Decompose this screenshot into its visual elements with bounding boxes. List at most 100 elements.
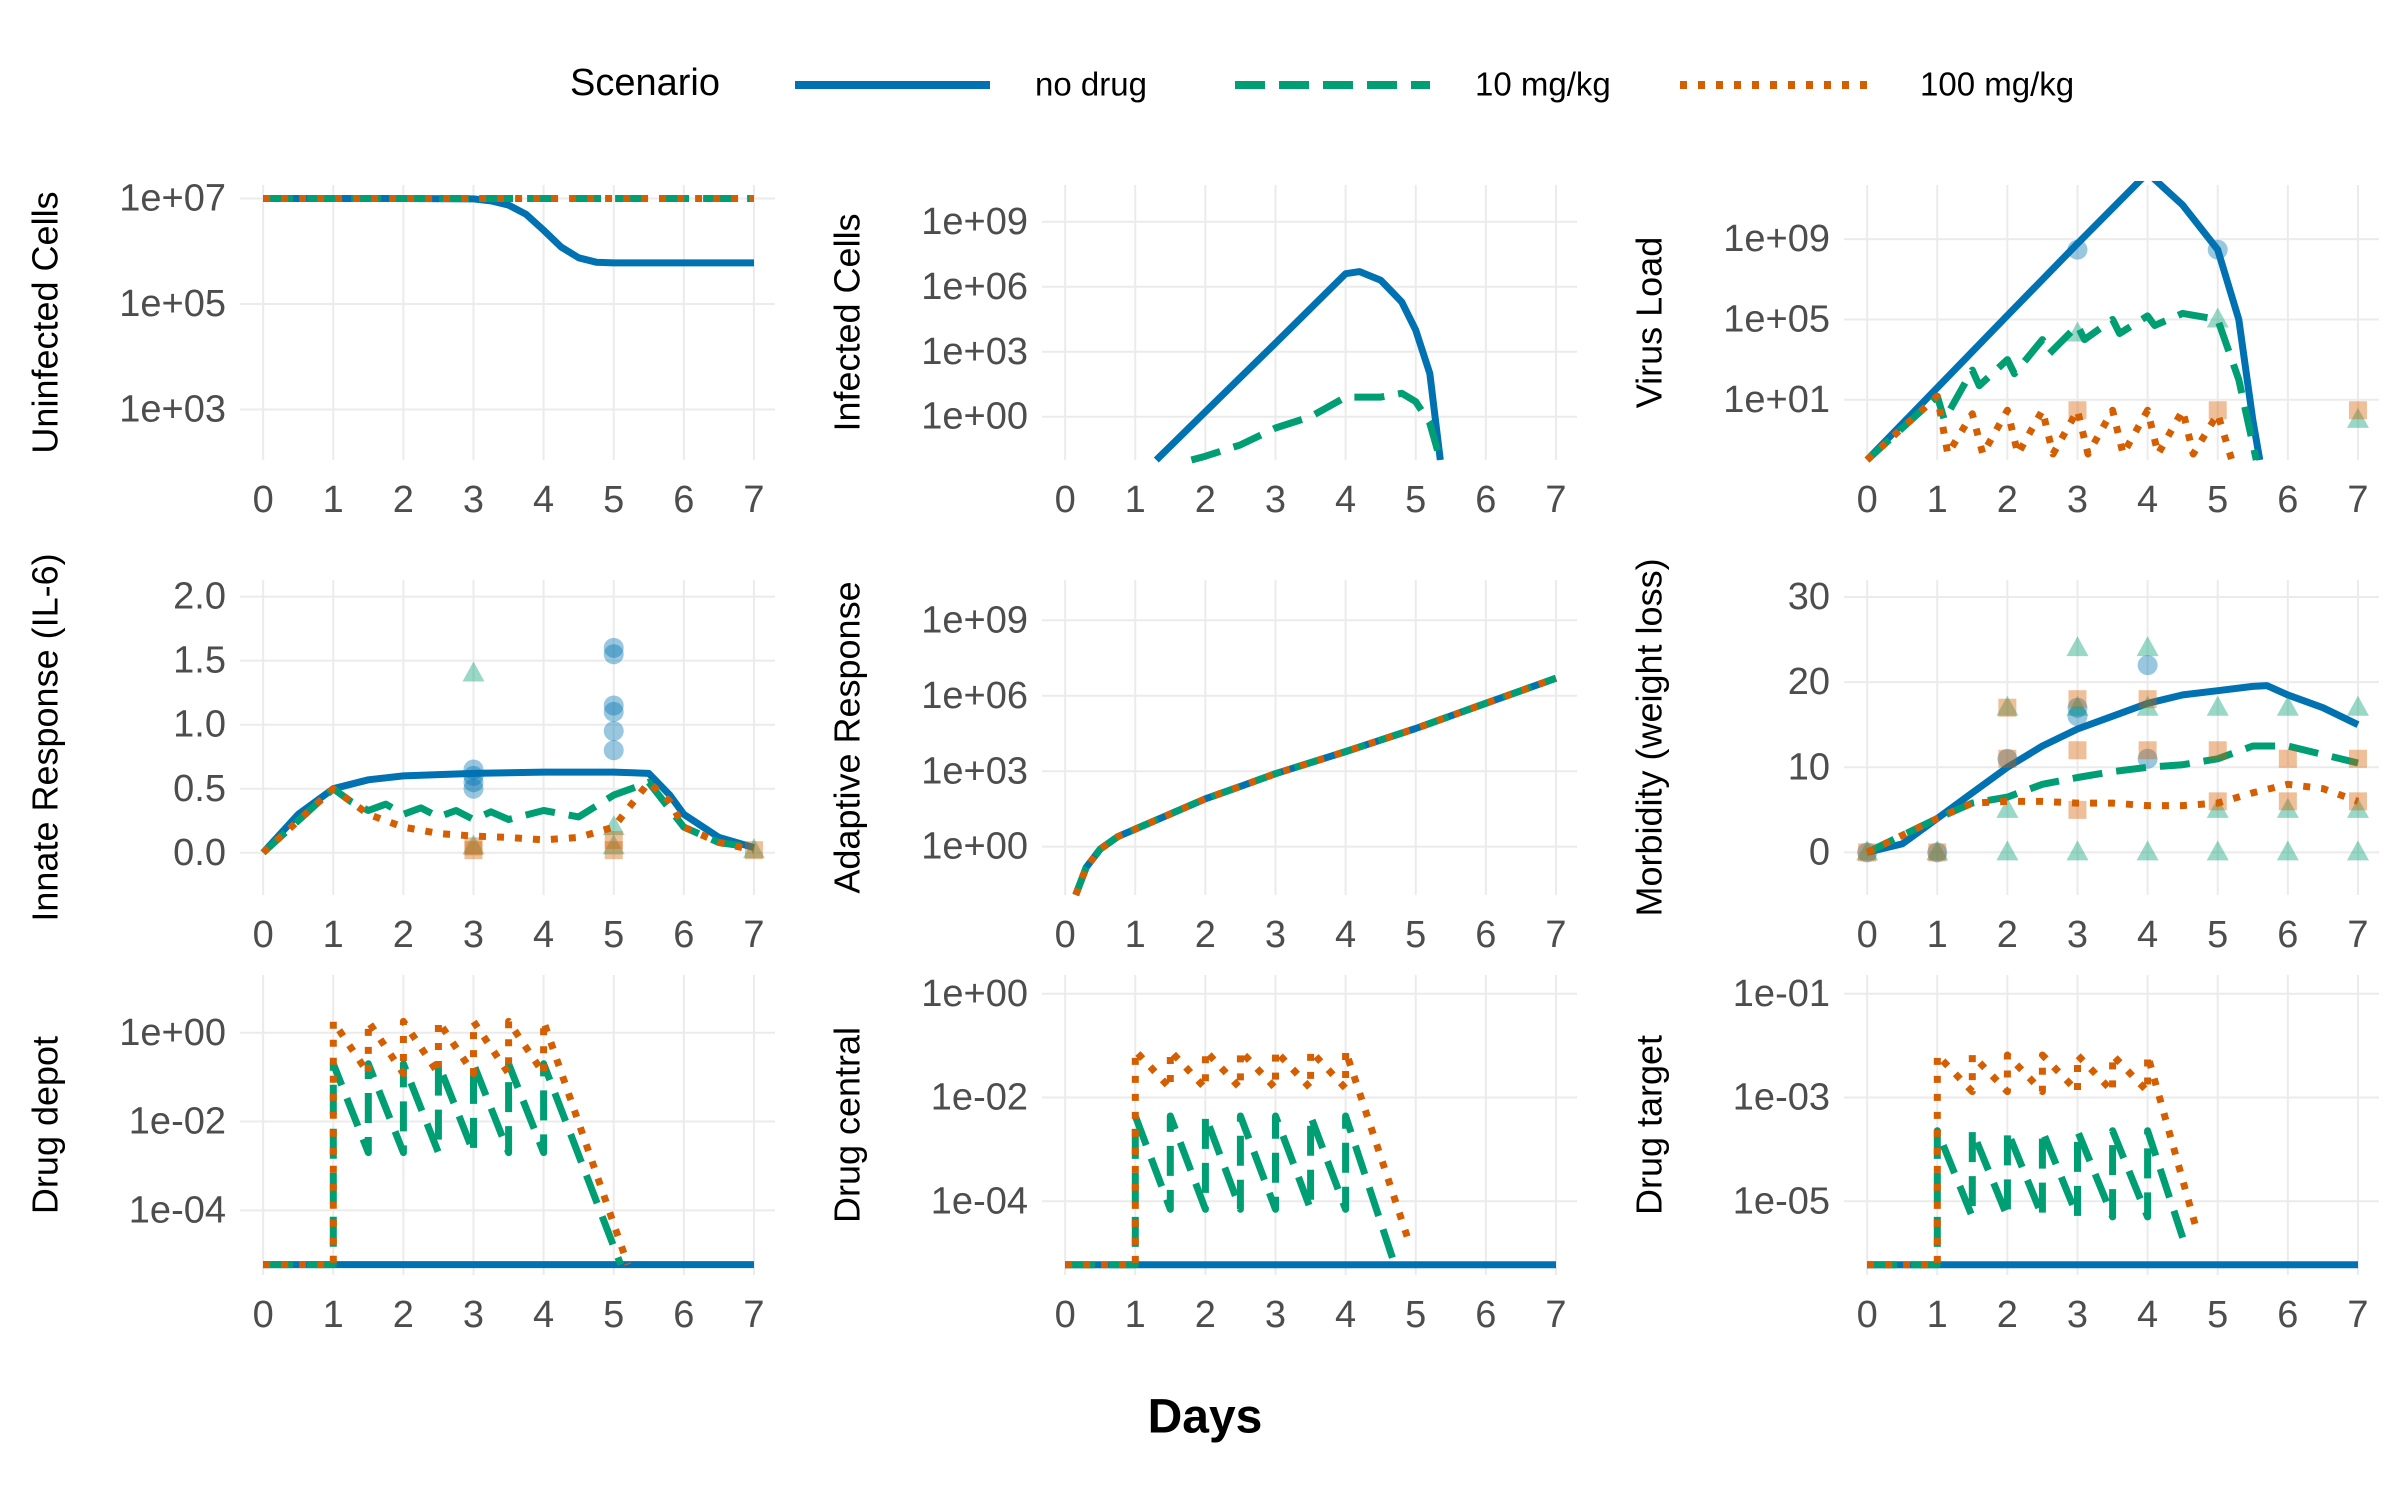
plot-area	[1867, 1051, 2358, 1269]
data-point	[464, 837, 483, 856]
series-line	[1072, 674, 1558, 897]
series-line	[263, 1060, 624, 1269]
y-tick-label: 2.0	[173, 576, 226, 618]
data-point	[2066, 321, 2089, 342]
x-tick-label: 3	[2067, 914, 2088, 956]
plot-area	[1153, 268, 1444, 464]
data-point	[1996, 840, 2019, 861]
data-point	[463, 778, 484, 799]
x-tick-label: 3	[463, 914, 484, 956]
data-point	[1997, 748, 2018, 769]
data-point	[2207, 239, 2228, 260]
series-line	[263, 1017, 632, 1269]
data-point	[2068, 401, 2087, 420]
plot-area	[1864, 181, 2369, 463]
x-tick-label: 6	[673, 1294, 694, 1336]
data-point	[1926, 840, 1949, 861]
y-tick-label: 1.5	[173, 640, 226, 682]
x-tick-label: 2	[1997, 914, 2018, 956]
x-tick-label: 5	[2207, 1294, 2228, 1336]
plot-area	[263, 195, 754, 267]
x-tick-label: 5	[2207, 479, 2228, 521]
x-tick-label: 6	[2277, 479, 2298, 521]
x-tick-label: 6	[673, 479, 694, 521]
x-tick-label: 3	[463, 479, 484, 521]
series-line	[1865, 742, 2359, 856]
x-tick-label: 0	[1055, 479, 1076, 521]
x-tick-label: 4	[1335, 914, 1356, 956]
y-tick-label: 1e+01	[1723, 379, 1830, 421]
series-line	[1190, 389, 1444, 464]
y-axis-title: Morbidity (weight loss)	[1629, 558, 1670, 916]
data-point	[603, 701, 624, 722]
x-tick-label: 1	[323, 914, 344, 956]
x-tick-label: 6	[2277, 1294, 2298, 1336]
series-line	[1864, 309, 2260, 463]
y-tick-label: 1e-03	[1733, 1077, 1830, 1119]
data-point	[2208, 401, 2227, 420]
data-point	[2346, 840, 2369, 861]
series-line	[1865, 780, 2360, 856]
x-tick-label: 2	[393, 1294, 414, 1336]
x-tick-label: 6	[1475, 479, 1496, 521]
data-point	[2067, 697, 2088, 718]
x-tick-label: 7	[1545, 914, 1566, 956]
data-point	[2137, 655, 2158, 676]
x-tick-label: 4	[533, 914, 554, 956]
series-line	[1864, 181, 2264, 463]
series-line	[1072, 674, 1558, 897]
data-point	[462, 661, 485, 682]
x-tick-label: 4	[1335, 479, 1356, 521]
plot-area	[1072, 674, 1558, 897]
data-point	[604, 841, 623, 860]
y-tick-label: 1e+09	[1723, 218, 1830, 260]
y-tick-label: 0.5	[173, 768, 226, 810]
data-point	[2206, 840, 2229, 861]
data-point	[464, 841, 483, 860]
x-tick-label: 7	[2347, 914, 2368, 956]
data-point	[603, 740, 624, 761]
plot-area	[260, 637, 765, 860]
x-tick-label: 0	[1055, 1294, 1076, 1336]
data-point	[2138, 741, 2157, 760]
x-tick-label: 1	[1927, 914, 1948, 956]
x-tick-label: 0	[253, 914, 274, 956]
data-point	[2068, 741, 2087, 760]
y-tick-label: 1e+00	[921, 396, 1028, 438]
y-tick-label: 1e+00	[921, 826, 1028, 868]
data-point	[2346, 407, 2369, 428]
data-point	[603, 644, 624, 665]
data-point	[2348, 792, 2367, 811]
x-tick-label: 1	[1125, 914, 1146, 956]
x-tick-label: 7	[1545, 1294, 1566, 1336]
x-tick-label: 0	[1857, 914, 1878, 956]
y-tick-label: 1e+06	[921, 266, 1028, 308]
y-axis-title: Uninfected Cells	[25, 191, 66, 453]
x-tick-label: 1	[323, 1294, 344, 1336]
x-tick-label: 1	[323, 479, 344, 521]
y-tick-label: 1e+05	[119, 283, 226, 325]
x-tick-label: 1	[1927, 1294, 1948, 1336]
x-tick-label: 3	[1265, 914, 1286, 956]
x-axis-title: Days	[1148, 1391, 1263, 1444]
data-point	[2066, 840, 2089, 861]
data-point	[603, 637, 624, 658]
y-axis-title: Virus Load	[1629, 237, 1670, 408]
data-point	[463, 772, 484, 793]
y-axis-title: Drug target	[1629, 1035, 1670, 1215]
data-point	[2208, 741, 2227, 760]
y-tick-label: 1e+03	[119, 388, 226, 430]
y-tick-label: 1e-04	[931, 1180, 1028, 1222]
data-point	[2206, 797, 2229, 818]
x-tick-label: 4	[2137, 914, 2158, 956]
y-tick-label: 1e+05	[1723, 299, 1830, 341]
data-point	[2276, 695, 2299, 716]
data-point	[1928, 843, 1947, 862]
data-point	[2348, 749, 2367, 768]
data-point	[2206, 307, 2229, 328]
y-axis-title: Drug depot	[25, 1036, 66, 1214]
series-line	[1065, 1112, 1399, 1269]
legend-label: 10 mg/kg	[1475, 66, 1611, 103]
x-tick-label: 5	[1405, 1294, 1426, 1336]
x-tick-label: 6	[1475, 914, 1496, 956]
